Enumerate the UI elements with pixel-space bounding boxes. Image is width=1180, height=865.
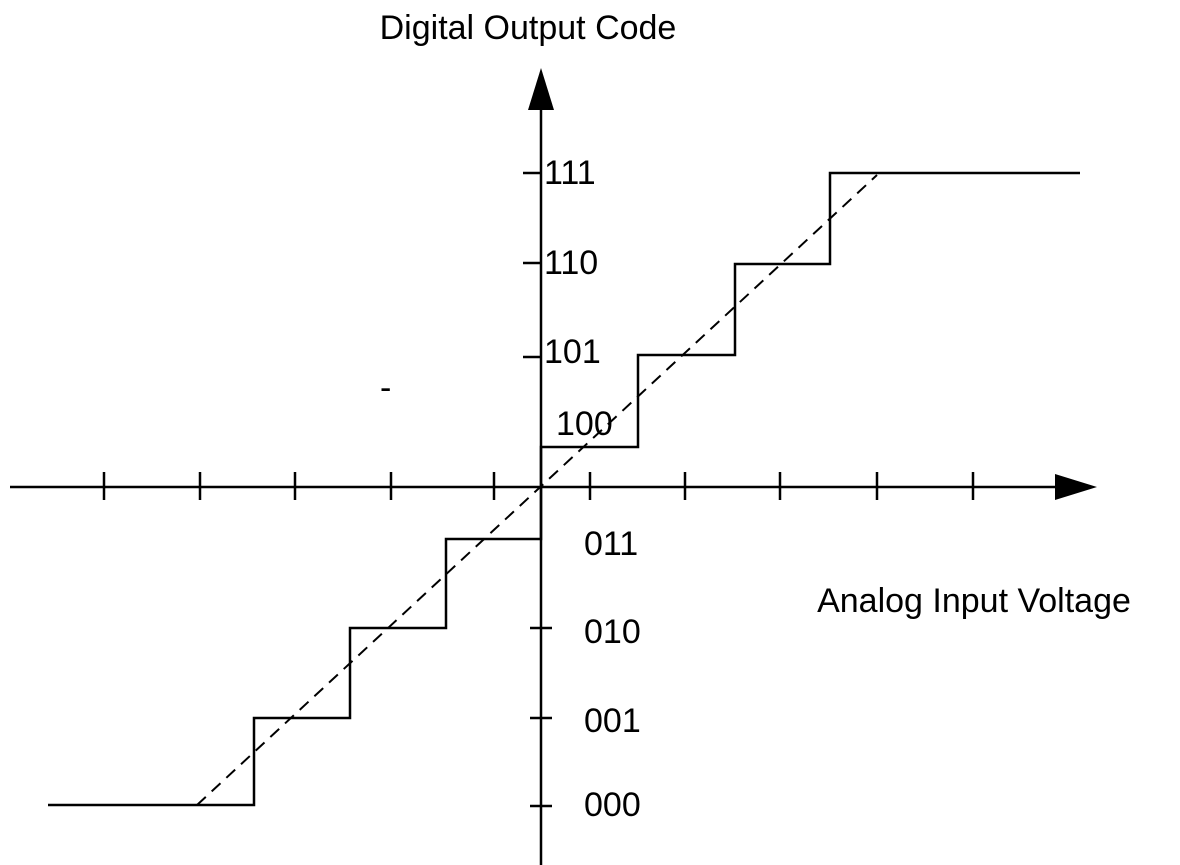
code-label: 101 xyxy=(544,333,601,371)
code-label: 011 xyxy=(584,525,638,563)
code-label: 100 xyxy=(556,405,613,443)
y-axis-title: Digital Output Code xyxy=(380,9,677,47)
code-label: 001 xyxy=(584,702,641,740)
code-label: 000 xyxy=(584,786,641,824)
code-label: 110 xyxy=(544,244,598,282)
code-label: 010 xyxy=(584,613,641,651)
y-ticks xyxy=(523,171,552,808)
stray-mark: - xyxy=(380,369,391,407)
x-axis-arrow xyxy=(1055,474,1097,500)
staircase xyxy=(48,171,1080,807)
ideal-line xyxy=(196,174,878,806)
code-label: 111 xyxy=(544,154,596,192)
x-ticks xyxy=(102,472,975,500)
x-axis-title: Analog Input Voltage xyxy=(817,582,1131,620)
y-axis-arrow xyxy=(528,68,554,110)
